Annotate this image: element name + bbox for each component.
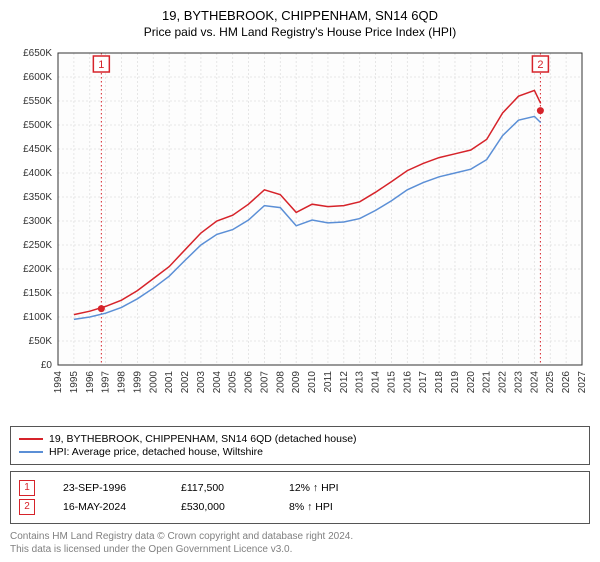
svg-text:£200K: £200K — [23, 264, 52, 275]
svg-text:2019: 2019 — [450, 371, 461, 394]
svg-text:2017: 2017 — [418, 371, 429, 394]
price-chart: £0 £50K £100K £150K £200K £250K £300K £350K £400… — [10, 45, 590, 420]
legend-item: 19, BYTHEBROOK, CHIPPENHAM, SN14 6QD (de… — [19, 433, 581, 445]
svg-text:2022: 2022 — [498, 371, 509, 394]
svg-text:2009: 2009 — [291, 371, 302, 394]
svg-text:2000: 2000 — [148, 371, 159, 394]
svg-text:2006: 2006 — [244, 371, 255, 394]
svg-text:1: 1 — [98, 59, 104, 71]
svg-text:£150K: £150K — [23, 288, 52, 299]
transaction-delta: 12% ↑ HPI — [289, 482, 339, 494]
transaction-date: 16-MAY-2024 — [63, 501, 153, 513]
svg-text:1994: 1994 — [53, 371, 64, 394]
footer-line-1: Contains HM Land Registry data © Crown c… — [10, 530, 590, 543]
svg-text:2027: 2027 — [577, 371, 588, 394]
svg-text:£50K: £50K — [29, 336, 53, 347]
svg-text:£350K: £350K — [23, 192, 52, 203]
svg-text:2015: 2015 — [386, 371, 397, 394]
svg-text:2021: 2021 — [482, 371, 493, 394]
legend-swatch — [19, 451, 43, 453]
svg-text:£600K: £600K — [23, 72, 52, 83]
transaction-row: 1 23-SEP-1996 £117,500 12% ↑ HPI — [19, 480, 581, 496]
legend-label: 19, BYTHEBROOK, CHIPPENHAM, SN14 6QD (de… — [49, 433, 357, 445]
svg-text:2008: 2008 — [275, 371, 286, 394]
svg-text:£500K: £500K — [23, 120, 52, 131]
svg-text:£250K: £250K — [23, 240, 52, 251]
chart-svg: £0 £50K £100K £150K £200K £250K £300K £350K £400… — [10, 45, 590, 415]
svg-text:2001: 2001 — [164, 371, 175, 394]
svg-text:2016: 2016 — [402, 371, 413, 394]
svg-text:£400K: £400K — [23, 168, 52, 179]
svg-text:2005: 2005 — [228, 371, 239, 394]
svg-text:2004: 2004 — [212, 371, 223, 394]
svg-text:2024: 2024 — [529, 371, 540, 394]
svg-text:2014: 2014 — [371, 371, 382, 394]
svg-text:£300K: £300K — [23, 216, 52, 227]
page-subtitle: Price paid vs. HM Land Registry's House … — [10, 25, 590, 39]
footer-attribution: Contains HM Land Registry data © Crown c… — [10, 530, 590, 556]
svg-text:2025: 2025 — [545, 371, 556, 394]
svg-text:1998: 1998 — [117, 371, 128, 394]
svg-text:2012: 2012 — [339, 371, 350, 394]
svg-text:2026: 2026 — [561, 371, 572, 394]
transaction-price: £117,500 — [181, 482, 261, 494]
svg-text:2011: 2011 — [323, 371, 334, 393]
svg-text:£100K: £100K — [23, 312, 52, 323]
legend-item: HPI: Average price, detached house, Wilt… — [19, 446, 581, 458]
svg-text:2010: 2010 — [307, 371, 318, 394]
svg-text:£0: £0 — [41, 360, 53, 371]
legend-box: 19, BYTHEBROOK, CHIPPENHAM, SN14 6QD (de… — [10, 426, 590, 465]
transaction-row: 2 16-MAY-2024 £530,000 8% ↑ HPI — [19, 499, 581, 515]
transactions-box: 1 23-SEP-1996 £117,500 12% ↑ HPI 2 16-MAY-202… — [10, 471, 590, 524]
svg-text:2013: 2013 — [355, 371, 366, 394]
footer-line-2: This data is licensed under the Open Gov… — [10, 543, 590, 556]
svg-text:1997: 1997 — [101, 371, 112, 394]
transaction-marker: 2 — [19, 499, 35, 515]
legend-swatch — [19, 438, 43, 440]
svg-text:1996: 1996 — [85, 371, 96, 394]
svg-text:£650K: £650K — [23, 48, 52, 59]
svg-text:2018: 2018 — [434, 371, 445, 394]
transaction-marker: 1 — [19, 480, 35, 496]
svg-text:£550K: £550K — [23, 96, 52, 107]
svg-text:2002: 2002 — [180, 371, 191, 394]
svg-text:2003: 2003 — [196, 371, 207, 394]
svg-text:2: 2 — [537, 59, 543, 71]
svg-text:2023: 2023 — [513, 371, 524, 394]
svg-text:1995: 1995 — [69, 371, 80, 394]
transaction-delta: 8% ↑ HPI — [289, 501, 333, 513]
svg-text:1999: 1999 — [132, 371, 143, 394]
legend-label: HPI: Average price, detached house, Wilt… — [49, 446, 263, 458]
transaction-price: £530,000 — [181, 501, 261, 513]
page-title: 19, BYTHEBROOK, CHIPPENHAM, SN14 6QD — [10, 8, 590, 23]
transaction-date: 23-SEP-1996 — [63, 482, 153, 494]
svg-text:2020: 2020 — [466, 371, 477, 394]
svg-text:2007: 2007 — [259, 371, 270, 394]
svg-text:£450K: £450K — [23, 144, 52, 155]
